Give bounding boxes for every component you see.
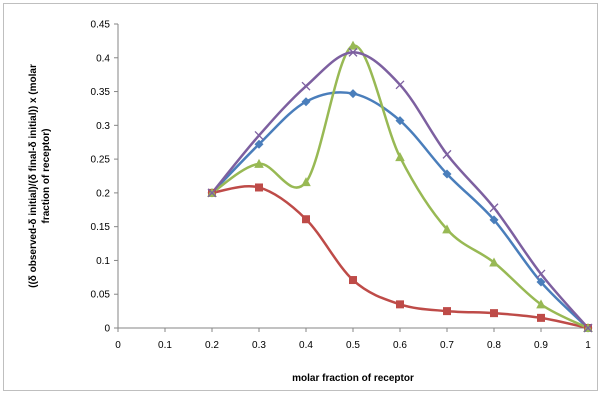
series-1-point <box>348 89 358 99</box>
x-tick-label: 0 <box>115 340 121 351</box>
series-3-point <box>395 152 405 162</box>
x-tick-label: 0.3 <box>252 340 266 351</box>
series-4-point <box>254 131 264 140</box>
series-3-point <box>348 40 358 50</box>
series-2-point <box>349 276 357 285</box>
chart-area <box>3 3 598 391</box>
series-lines <box>210 44 590 330</box>
series-2-point <box>302 215 310 224</box>
series-markers <box>207 40 593 333</box>
x-tick-label: 0.8 <box>487 340 501 351</box>
x-tick-label: 1 <box>585 340 591 351</box>
series-3-point <box>254 158 264 168</box>
series-2-point <box>396 300 404 309</box>
series-4-point <box>536 269 546 279</box>
series-1-point <box>442 169 452 179</box>
series-4-point <box>348 47 358 57</box>
y-axis-title-line-2: fraction of receptor) <box>41 128 52 223</box>
y-axis-title: ((δ observed-δ initial)/(δ final-δ initi… <box>28 64 52 288</box>
series-3-point <box>442 224 452 234</box>
series-1-point <box>254 139 264 149</box>
x-tick-label: 0.7 <box>440 340 454 351</box>
series-1-point <box>489 215 499 225</box>
series-4-point <box>442 149 452 159</box>
y-tick-label: 0 <box>104 324 110 335</box>
series-4-point <box>207 188 217 198</box>
series-3-point <box>536 299 546 309</box>
x-axis-ticks: 0 0.1 0.2 0.3 0.4 0.5 0.6 0.7 0.8 0.9 1 <box>115 328 591 351</box>
series-2-point <box>255 183 263 192</box>
y-tick-label: 0.2 <box>96 188 110 199</box>
x-tick-label: 0.6 <box>393 340 407 351</box>
series-4-point <box>301 81 311 91</box>
series-4-point <box>583 323 593 333</box>
y-axis-ticks: 0 0.05 0.1 0.15 0.2 0.25 0.3 0.35 0.4 0.45 <box>91 20 118 335</box>
y-tick-label: 0.3 <box>96 121 110 132</box>
y-tick-label: 0.15 <box>91 222 111 233</box>
y-tick-label: 0.05 <box>91 290 111 301</box>
series-2-point <box>490 309 498 318</box>
series-1-point <box>536 277 546 287</box>
series-2-point <box>443 307 451 316</box>
series-1-point <box>395 116 405 126</box>
series-1-line <box>210 91 590 330</box>
y-tick-label: 0.4 <box>96 53 110 64</box>
x-tick-label: 0.9 <box>534 340 548 351</box>
y-tick-label: 0.1 <box>96 256 110 267</box>
x-tick-label: 0.2 <box>205 340 219 351</box>
series-3-line <box>210 44 590 330</box>
series-4-line <box>210 51 590 330</box>
series-1-point <box>301 97 311 107</box>
y-tick-label: 0.35 <box>91 87 111 98</box>
series-3-point <box>489 257 499 267</box>
y-tick-label: 0.45 <box>91 20 111 31</box>
x-tick-label: 0.1 <box>158 340 172 351</box>
series-4-point <box>395 80 405 90</box>
y-tick-label: 0.25 <box>91 155 111 166</box>
series-3-point <box>301 177 311 187</box>
series-2-point <box>537 313 545 322</box>
y-axis-title-line-1: ((δ observed-δ initial)/(δ final-δ initi… <box>28 64 39 288</box>
x-tick-label: 0.4 <box>299 340 313 351</box>
x-tick-label: 0.5 <box>346 340 360 351</box>
x-axis-title: molar fraction of receptor <box>292 373 414 384</box>
series-4-point <box>489 203 499 213</box>
